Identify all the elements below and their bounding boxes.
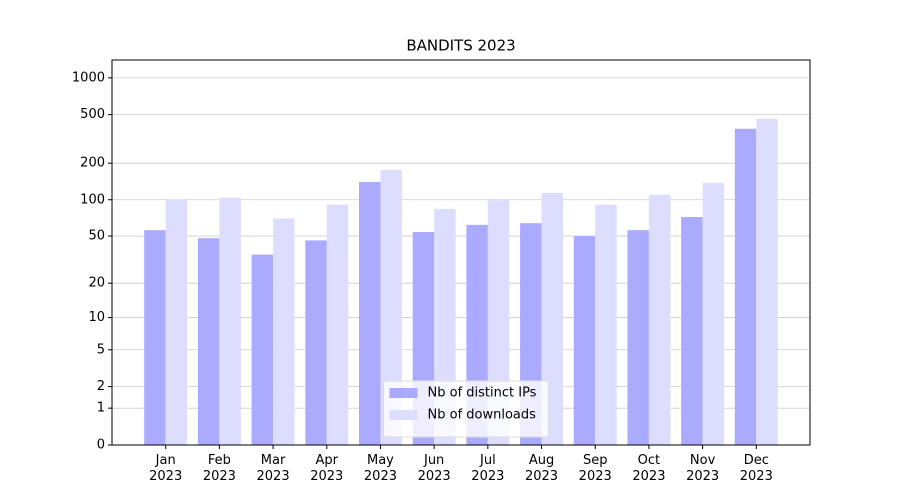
bar bbox=[681, 217, 703, 445]
bar bbox=[595, 204, 617, 445]
bar bbox=[648, 194, 671, 445]
x-tick-label: Jul 2023 bbox=[471, 453, 505, 484]
y-tick-label: 0 bbox=[97, 438, 105, 453]
legend-swatch bbox=[389, 388, 418, 398]
y-tick-label: 100 bbox=[80, 192, 105, 207]
y-tick-label: 1000 bbox=[72, 70, 105, 85]
x-tick-label: Jan 2023 bbox=[149, 453, 183, 484]
y-tick-label: 500 bbox=[80, 107, 105, 122]
bar bbox=[219, 197, 241, 445]
bar bbox=[702, 182, 725, 445]
x-tick-label: Oct 2023 bbox=[632, 453, 666, 484]
bar bbox=[305, 240, 327, 445]
x-tick-label: Dec 2023 bbox=[739, 453, 773, 484]
legend-label: Nb of downloads bbox=[428, 408, 537, 423]
bar bbox=[734, 128, 757, 445]
x-tick-label: Jun 2023 bbox=[417, 453, 451, 484]
bar bbox=[358, 182, 381, 445]
y-tick-label: 1 bbox=[97, 401, 105, 416]
legend-swatch bbox=[389, 410, 418, 420]
bar bbox=[251, 254, 274, 445]
bar bbox=[326, 204, 349, 445]
chart-title: BANDITS 2023 bbox=[406, 37, 515, 55]
bar bbox=[756, 118, 778, 446]
y-tick-label: 5 bbox=[97, 342, 105, 357]
bar bbox=[197, 238, 220, 445]
legend-frame bbox=[383, 380, 549, 438]
plot-frame bbox=[111, 59, 811, 446]
x-tick-label: Sep 2023 bbox=[578, 453, 612, 484]
bar bbox=[144, 230, 166, 445]
x-tick-label: Apr 2023 bbox=[310, 453, 344, 484]
x-tick-label: Aug 2023 bbox=[524, 453, 559, 484]
bar bbox=[380, 169, 402, 445]
bar bbox=[573, 236, 596, 445]
bar bbox=[273, 218, 295, 445]
bar bbox=[165, 199, 188, 445]
y-tick-label: 10 bbox=[88, 310, 105, 325]
x-tick-label: Feb 2023 bbox=[202, 453, 236, 484]
legend-label: Nb of distinct IPs bbox=[428, 386, 537, 401]
x-tick-label: Nov 2023 bbox=[686, 453, 720, 484]
x-tick-label: Mar 2023 bbox=[256, 453, 290, 484]
y-tick-label: 50 bbox=[88, 229, 105, 244]
y-tick-label: 2 bbox=[97, 379, 105, 394]
bar bbox=[627, 230, 649, 445]
y-tick-label: 200 bbox=[80, 156, 105, 171]
y-tick-label: 20 bbox=[88, 276, 105, 291]
x-tick-label: May 2023 bbox=[363, 453, 397, 484]
legend: Nb of distinct IPs Nb of downloads bbox=[383, 380, 549, 438]
